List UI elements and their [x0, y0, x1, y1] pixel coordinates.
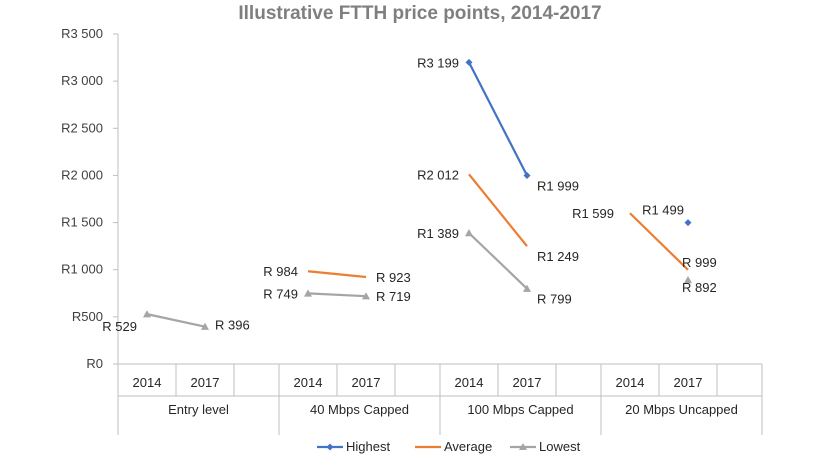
series-line-lowest [307, 292, 367, 298]
x-tick-label: 2017 [513, 375, 542, 390]
data-point-highest [465, 58, 473, 66]
data-label: R3 199 [417, 55, 459, 70]
chart-title: Illustrative FTTH price points, 2014-201… [238, 3, 601, 24]
data-point-highest [523, 172, 531, 180]
data-point-lowest [304, 289, 312, 297]
data-label: R1 999 [537, 179, 579, 194]
data-point-lowest [362, 292, 370, 300]
data-label: R1 599 [572, 206, 614, 221]
series-line-highest [468, 61, 528, 177]
series-line-average [307, 270, 367, 279]
data-point-lowest [523, 284, 531, 292]
y-tick-label: R3 000 [61, 73, 103, 88]
data-point-lowest [143, 310, 151, 318]
x-tick-label: 2017 [352, 375, 381, 390]
data-point-lowest [684, 275, 692, 284]
data-label: R1 249 [537, 249, 579, 264]
y-tick-label: R1 000 [61, 262, 103, 277]
legend-marker-lowest [519, 443, 527, 450]
data-label: R 923 [376, 270, 411, 285]
legend-label-highest: Highest [346, 439, 390, 454]
x-tick-label: 2014 [133, 375, 162, 390]
data-label: R 529 [102, 319, 137, 334]
legend-label-lowest: Lowest [539, 439, 581, 454]
legend-label-average: Average [444, 439, 492, 454]
data-label: R 984 [263, 264, 298, 279]
x-tick-label: 2017 [674, 375, 703, 390]
y-tick-label: R2 500 [61, 120, 103, 135]
data-label: R1 499 [642, 203, 684, 218]
group-label: 20 Mbps Uncapped [625, 402, 738, 417]
data-label: R1 389 [417, 226, 459, 241]
y-tick-label: R3 500 [61, 26, 103, 41]
legend: Highest Average Lowest [317, 439, 581, 454]
x-tick-label: 2014 [616, 375, 645, 390]
y-tick-label: R2 000 [61, 167, 103, 182]
data-label: R2 012 [417, 167, 459, 182]
y-tick-label: R1 500 [61, 215, 103, 230]
group-label: 100 Mbps Capped [467, 402, 573, 417]
data-label: R 892 [682, 280, 717, 295]
series-line-lowest [468, 232, 528, 290]
series-line-average [468, 173, 528, 247]
data-label: R 396 [215, 318, 250, 333]
data-point-lowest [201, 322, 209, 330]
x-tick-label: 2014 [294, 375, 323, 390]
data-point-highest [684, 219, 692, 227]
data-point-lowest [465, 229, 473, 237]
series-line-lowest [146, 313, 206, 328]
data-label: R 749 [263, 286, 298, 301]
legend-marker-highest [326, 443, 334, 451]
group-label: 40 Mbps Capped [310, 402, 409, 417]
x-tick-label: 2014 [455, 375, 484, 390]
data-label: R 999 [682, 255, 717, 270]
series-line-average [629, 212, 689, 271]
group-label: Entry level [168, 402, 229, 417]
y-tick-label: R500 [72, 309, 103, 324]
data-label: R 719 [376, 289, 411, 304]
data-label: R 799 [537, 292, 572, 307]
x-tick-label: 2017 [191, 375, 220, 390]
y-tick-label: R0 [86, 356, 103, 371]
